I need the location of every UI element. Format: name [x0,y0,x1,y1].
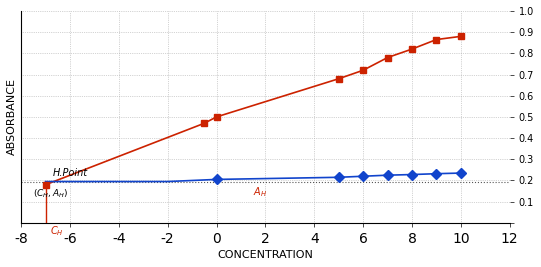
Text: $C_H$: $C_H$ [50,225,64,238]
Text: H.Point: H.Point [53,168,88,178]
Text: $A_H$: $A_H$ [253,185,267,199]
X-axis label: CONCENTRATION: CONCENTRATION [217,250,313,260]
Y-axis label: ABSORBANCE: ABSORBANCE [7,78,17,155]
Text: $(C_H, A_H)$: $(C_H, A_H)$ [34,187,69,200]
